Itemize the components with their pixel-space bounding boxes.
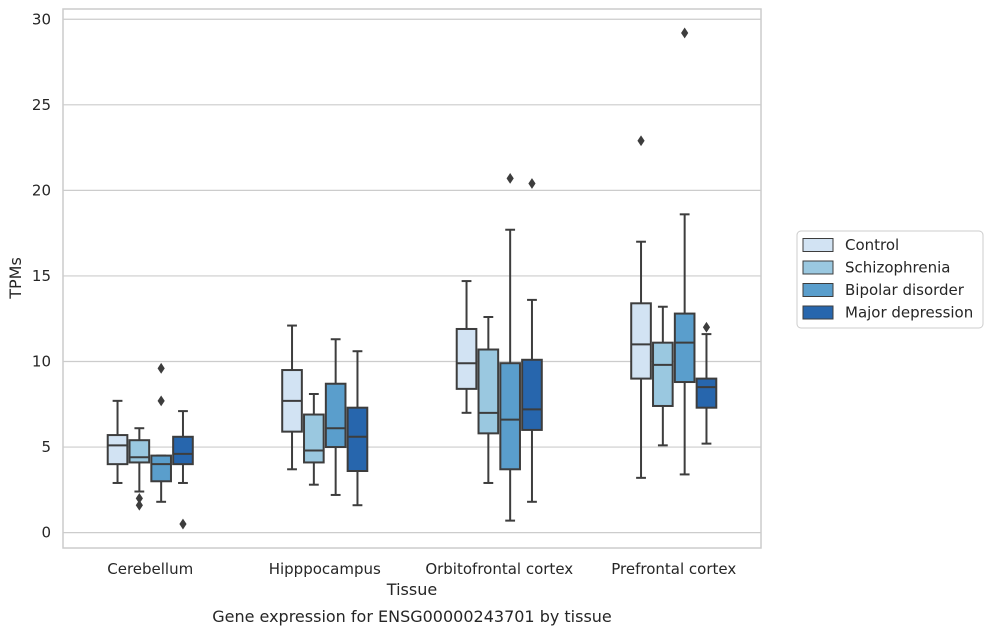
outlier-point	[135, 492, 143, 504]
box-iqr	[128, 439, 151, 464]
box-iqr	[106, 434, 129, 466]
plot-frame	[62, 8, 762, 549]
box-3-3	[695, 321, 718, 445]
box-3-2	[673, 27, 696, 476]
box-1-2	[324, 338, 347, 496]
outlier-point	[135, 499, 143, 511]
y-tick-label-15: 15	[32, 267, 51, 285]
x-axis-label: Tissue	[386, 580, 437, 599]
box-iqr	[303, 413, 325, 464]
y-tick-label-25: 25	[32, 96, 51, 114]
box-iqr	[521, 358, 543, 431]
box-1-0	[281, 324, 303, 471]
legend-label-0: Control	[845, 236, 899, 254]
outlier-point	[157, 362, 165, 374]
legend-label-2: Bipolar disorder	[845, 281, 965, 299]
x-tick-label-0: Cerebellum	[107, 560, 193, 578]
y-axis-label: TPMs	[6, 257, 25, 300]
legend-label-1: Schizophrenia	[845, 259, 950, 277]
legend-swatch-2	[802, 283, 834, 297]
box-iqr	[172, 435, 194, 466]
box-iqr	[455, 327, 478, 390]
box-0-3	[172, 410, 194, 530]
y-tick-label-10: 10	[32, 352, 51, 370]
y-tick-label-30: 30	[32, 10, 51, 28]
box-iqr	[150, 454, 172, 483]
outlier-point	[637, 135, 645, 147]
x-tick-label-2: Orbitofrontal cortex	[425, 560, 573, 578]
box-2-0	[455, 280, 478, 414]
legend-label-3: Major depression	[845, 304, 973, 322]
box-iqr	[673, 312, 696, 384]
outlier-point	[179, 518, 187, 530]
legend-swatch-0	[802, 238, 834, 252]
outlier-point	[157, 395, 165, 407]
box-iqr	[477, 348, 500, 435]
box-iqr	[652, 341, 674, 407]
box-0-2	[150, 362, 172, 503]
box-iqr	[324, 382, 347, 449]
legend-frame	[796, 230, 984, 329]
x-tick-label-3: Prefrontal cortex	[611, 560, 736, 578]
y-tick-labels: 0 5 10 15 20 25 30	[32, 10, 51, 541]
box-2-3	[521, 178, 543, 503]
y-tick-label-0: 0	[41, 524, 51, 542]
box-1-3	[346, 350, 369, 507]
x-tick-labels: Cerebellum Hipppocampus Orbitofrontal cort…	[107, 560, 736, 578]
legend-swatch-1	[802, 260, 834, 275]
box-2-2	[499, 173, 521, 522]
x-tick-label-1: Hipppocampus	[269, 560, 381, 578]
boxes	[106, 27, 718, 530]
box-iqr	[346, 406, 369, 473]
outlier-point	[681, 27, 689, 39]
box-2-1	[477, 316, 500, 484]
box-3-1	[652, 305, 674, 447]
y-tick-label-20: 20	[32, 181, 51, 199]
box-iqr	[499, 362, 521, 471]
outlier-point	[506, 173, 514, 184]
box-iqr	[630, 302, 652, 380]
box-0-0	[106, 399, 129, 484]
box-iqr	[695, 377, 718, 409]
box-0-1	[128, 427, 151, 511]
box-1-1	[303, 393, 325, 486]
outlier-point	[528, 178, 536, 189]
y-tick-label-5: 5	[41, 438, 51, 456]
chart-caption: Gene expression for ENSG00000243701 by t…	[212, 607, 612, 626]
outlier-point	[702, 321, 711, 333]
legend: Control Schizophrenia Bipolar disorder Majo…	[796, 230, 984, 329]
legend-swatch-3	[802, 305, 834, 320]
box-3-0	[630, 135, 652, 479]
